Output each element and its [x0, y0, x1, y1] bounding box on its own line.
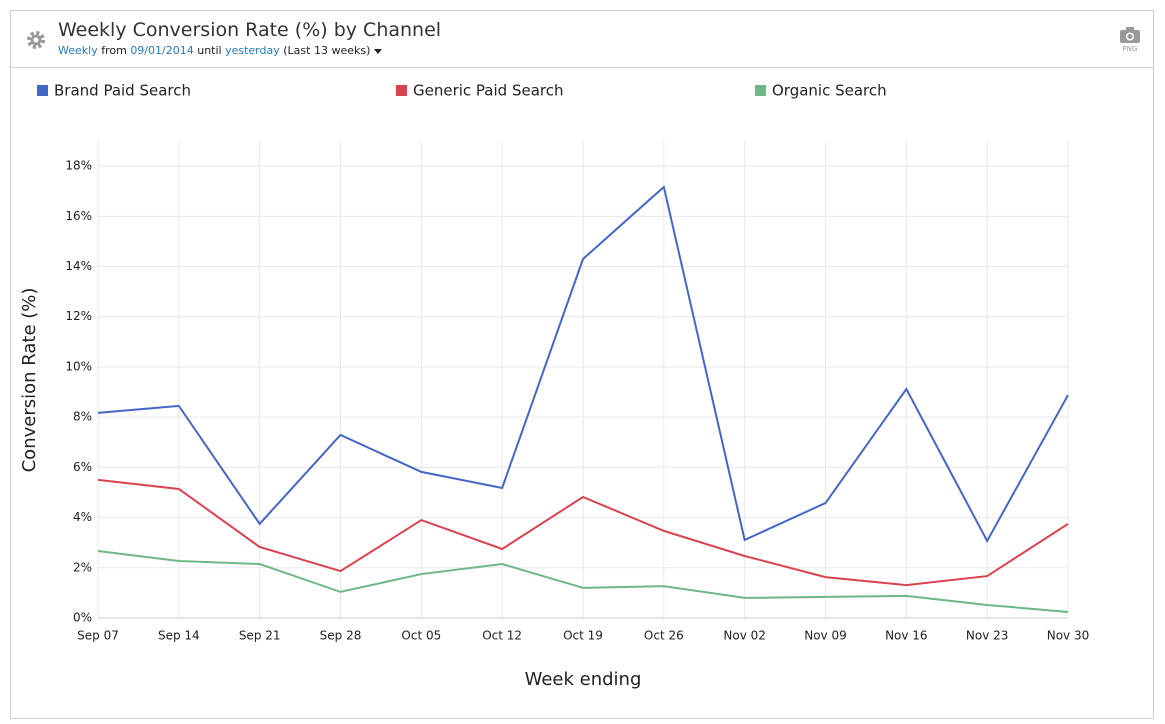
settings-icon[interactable]: [25, 29, 47, 51]
y-tick-label: 10%: [65, 359, 92, 373]
interval-link[interactable]: Weekly: [58, 44, 98, 57]
legend-label: Brand Paid Search: [54, 82, 191, 100]
start-date-link[interactable]: 09/01/2014: [130, 44, 194, 57]
widget-header: Weekly Conversion Rate (%) by Channel We…: [11, 11, 1153, 68]
x-axis-title: Week ending: [525, 669, 642, 690]
legend-swatch: [396, 85, 407, 96]
date-range[interactable]: Weekly from 09/01/2014 until yesterday (…: [58, 44, 382, 57]
end-date-link[interactable]: yesterday: [225, 44, 280, 57]
png-export[interactable]: PNG: [1119, 27, 1141, 53]
png-label[interactable]: PNG: [1122, 45, 1138, 53]
range-text: (Last 13 weeks): [283, 44, 371, 57]
y-tick-label: 16%: [65, 209, 92, 223]
legend-label: Organic Search: [772, 82, 887, 100]
x-tick-label: Oct 05: [401, 629, 441, 643]
widget: Weekly Conversion Rate (%) by Channel We…: [10, 10, 1154, 719]
legend-swatch: [37, 85, 48, 96]
y-tick-label: 8%: [73, 410, 92, 424]
legend-label: Generic Paid Search: [413, 82, 564, 100]
series-line: [97, 549, 1069, 613]
y-tick-label: 6%: [73, 460, 92, 474]
x-tick-label: Sep 28: [320, 629, 362, 643]
x-tick-label: Nov 16: [885, 629, 928, 643]
x-tick-label: Nov 09: [804, 629, 847, 643]
x-tick-label: Oct 12: [482, 629, 522, 643]
y-axis-title: Conversion Rate (%): [19, 288, 40, 473]
x-tick-label: Nov 30: [1047, 629, 1090, 643]
x-tick-label: Sep 07: [77, 629, 119, 643]
y-tick-label: 2%: [73, 560, 92, 574]
widget-title: Weekly Conversion Rate (%) by Channel: [58, 19, 442, 41]
y-tick-label: 12%: [65, 309, 92, 323]
y-tick-label: 4%: [73, 510, 92, 524]
y-tick-label: 0%: [73, 611, 92, 625]
x-tick-label: Oct 26: [644, 629, 684, 643]
x-tick-label: Oct 19: [563, 629, 603, 643]
y-tick-label: 18%: [65, 159, 92, 173]
series-line: [97, 478, 1069, 587]
until-text: until: [197, 44, 222, 57]
camera-icon[interactable]: [1119, 27, 1141, 43]
x-tick-label: Nov 23: [966, 629, 1009, 643]
x-tick-label: Sep 14: [158, 629, 200, 643]
dropdown-caret[interactable]: [373, 48, 382, 54]
x-tick-label: Nov 02: [723, 629, 766, 643]
legend-swatch: [755, 85, 766, 96]
y-tick-label: 14%: [65, 259, 92, 273]
from-text: from: [101, 44, 127, 57]
x-tick-label: Sep 21: [239, 629, 281, 643]
series-line: [97, 185, 1069, 544]
